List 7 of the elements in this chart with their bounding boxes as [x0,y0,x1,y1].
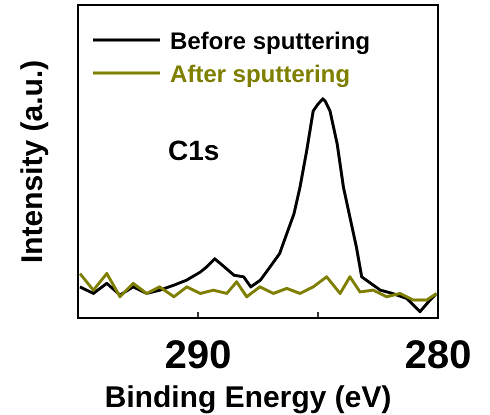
x-tick-label: 290 [164,333,232,377]
x-axis-title: Binding Energy (eV) [104,381,392,414]
legend-label: After sputtering [170,61,350,88]
x-tick-label: 280 [404,333,472,377]
legend-label: Before sputtering [170,28,370,55]
y-axis-title: Intensity (a.u.) [16,60,49,264]
annotation: C1s [168,135,220,166]
